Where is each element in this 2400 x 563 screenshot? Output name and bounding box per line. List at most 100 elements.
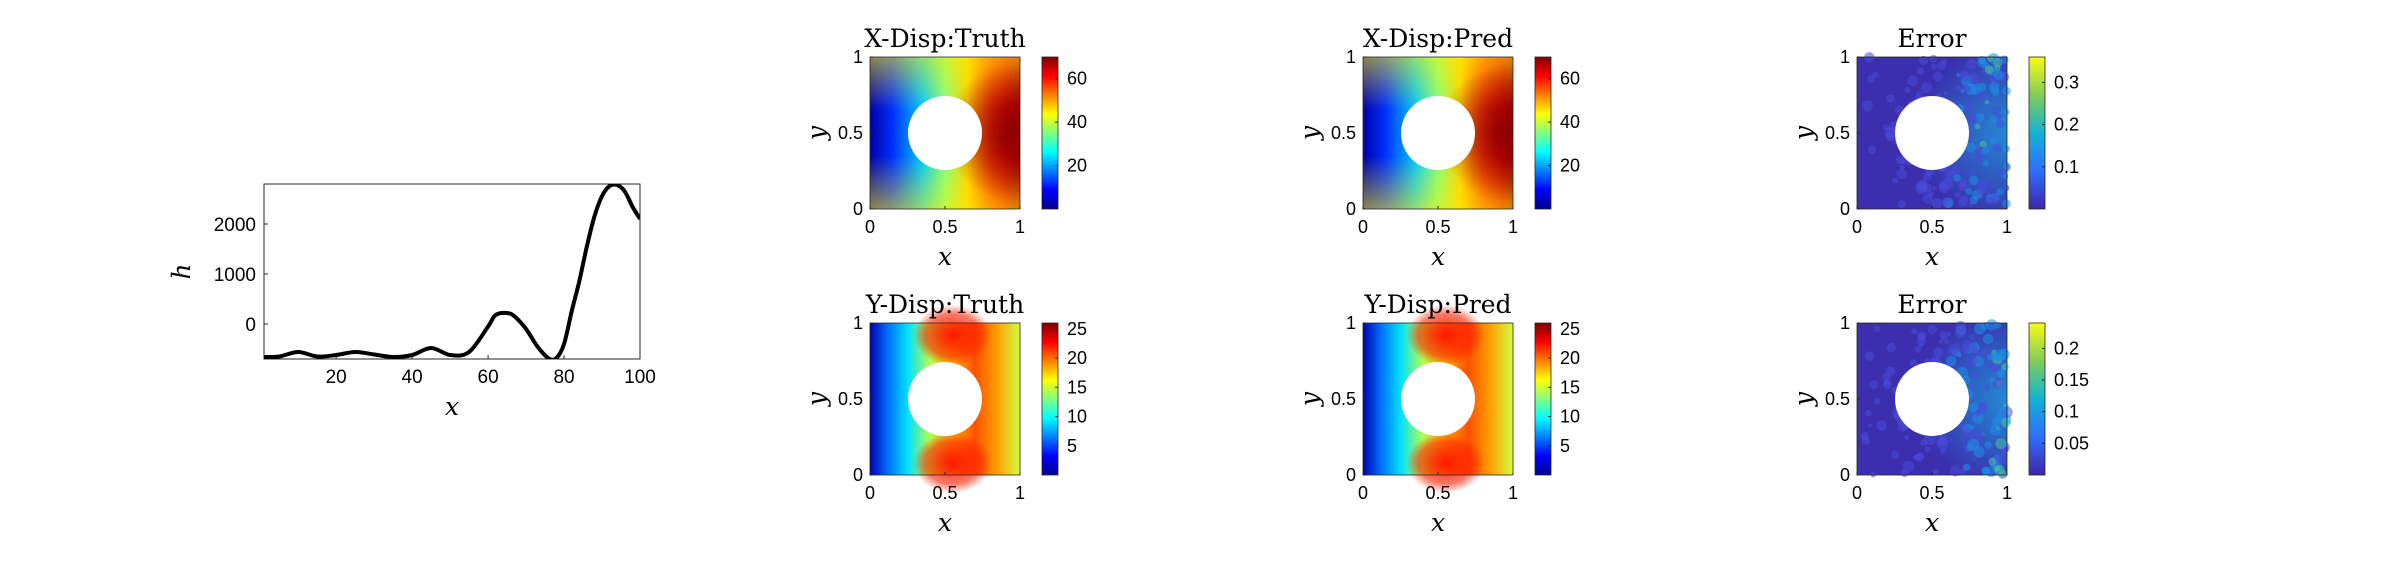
x-tick-label: 60 <box>478 367 499 388</box>
field-speckle <box>1896 155 1906 165</box>
field-speckle <box>1965 142 1976 153</box>
colorbar-tick-label: 60 <box>1067 69 1087 89</box>
x-tick-label: 0 <box>865 217 875 237</box>
series-line <box>264 184 640 359</box>
field-speckle <box>1965 113 1978 126</box>
field-speckle <box>1970 425 1975 430</box>
hole <box>1895 362 1969 436</box>
heatmap-panel: X-Disp:Pred 0 0.5 1 0 0.5 1 x y 20 40 60 <box>1295 24 1580 271</box>
field-speckle <box>1996 168 2005 177</box>
colorbar-tick-label: 40 <box>1560 112 1580 132</box>
field-speckle <box>1996 413 2004 421</box>
field-speckle <box>1907 75 1919 87</box>
x-tick-label: 0 <box>1852 483 1862 503</box>
field-speckle <box>1949 438 1954 443</box>
field-speckle <box>1920 439 1928 447</box>
field-speckle <box>1940 447 1947 454</box>
colorbar-tick-label: 20 <box>1560 348 1580 368</box>
field-speckle <box>1940 437 1949 446</box>
field-speckle <box>1932 186 1937 191</box>
colorbar-tick-label: 10 <box>1560 407 1580 427</box>
x-tick-label: 0.5 <box>932 217 957 237</box>
field-speckle <box>1865 409 1872 417</box>
field-speckle <box>1867 75 1875 83</box>
field-speckle <box>2002 173 2009 180</box>
field-speckle <box>1928 191 1934 197</box>
y-tick-label: 1 <box>1346 313 1356 333</box>
y-tick-label: 0 <box>853 199 863 219</box>
field-speckle <box>1996 188 2004 196</box>
field-speckle <box>1992 143 2002 153</box>
field-lobe-top <box>913 304 992 366</box>
field-speckle <box>1974 348 1980 355</box>
field-speckle <box>1943 338 1950 345</box>
field-speckle <box>1987 354 1994 361</box>
colorbar-tick-label: 0.15 <box>2054 370 2089 390</box>
hole <box>1401 96 1475 170</box>
y-tick-label: 1 <box>1840 313 1850 333</box>
field-speckle <box>1886 94 1895 103</box>
field-speckle <box>1904 435 1909 440</box>
colorbar-tick-label: 20 <box>1560 156 1580 176</box>
y-axis-label: y <box>1789 391 1818 407</box>
field-speckle <box>1991 106 2001 115</box>
field-speckle <box>1992 57 2003 68</box>
y-tick-label: 0.5 <box>1331 123 1356 143</box>
field-speckle <box>1983 384 1991 392</box>
field-speckle <box>1988 457 1997 466</box>
field-speckle <box>1968 170 1974 176</box>
field-speckle <box>1920 82 1933 94</box>
x-axis-label: x <box>445 392 459 421</box>
x-tick-label: 40 <box>402 367 423 388</box>
x-axis-label: x <box>938 242 952 271</box>
heatmap-panel: Error 0 0.5 1 0 0.5 1 x y 0.05 0.1 0.15 0.2 <box>1789 290 2089 537</box>
field-speckle <box>1995 438 2007 450</box>
field-speckle <box>1862 436 1871 445</box>
field-speckle <box>1999 406 2008 416</box>
y-tick-label: 1 <box>853 47 863 67</box>
field-speckle <box>1867 145 1877 155</box>
y-tick-label: 1 <box>853 313 863 333</box>
field-speckle <box>1939 184 1949 194</box>
field-speckle <box>1929 54 1938 63</box>
x-axis-label: x <box>938 508 952 537</box>
field-speckle <box>2001 417 2012 428</box>
field-speckle <box>1981 147 1989 155</box>
field-speckle <box>1896 168 1908 180</box>
x-tick-label: 1 <box>1508 217 1518 237</box>
field-speckle <box>1976 91 1985 100</box>
x-tick-label: 0 <box>1852 217 1862 237</box>
colorbar <box>2028 322 2046 476</box>
colorbar-tick-label: 10 <box>1067 407 1087 427</box>
field-speckle <box>1969 175 1979 186</box>
field-speckle <box>1938 339 1944 344</box>
x-tick-label: 0 <box>865 483 875 503</box>
field-speckle <box>1991 363 2001 373</box>
x-tick-label: 0 <box>1358 483 1368 503</box>
field-speckle <box>1916 336 1927 347</box>
field-speckle <box>1904 86 1911 94</box>
colorbar-tick-label: 5 <box>1067 436 1077 456</box>
colorbar-tick-label: 0.1 <box>2054 402 2079 422</box>
x-tick-label: 0.5 <box>1425 483 1450 503</box>
y-tick-label: 1 <box>1346 47 1356 67</box>
field-speckle <box>1946 331 1952 337</box>
field-speckle <box>1971 457 1976 462</box>
x-tick-label: 20 <box>326 367 347 388</box>
field-speckle <box>1993 464 2001 472</box>
x-tick-label: 0.5 <box>1919 217 1944 237</box>
field-speckle <box>1965 187 1973 195</box>
field-speckle <box>1972 412 1984 424</box>
y-axis-label: y <box>1295 391 1324 407</box>
x-axis-label: x <box>1925 508 1939 537</box>
field-speckle <box>1984 100 1990 105</box>
field-speckle <box>1940 58 1948 66</box>
y-axis-label: h <box>167 263 196 279</box>
field-speckle <box>1862 100 1873 112</box>
colorbar-tick-label: 20 <box>1067 156 1087 176</box>
hole <box>908 362 982 436</box>
colorbar-tick-label: 15 <box>1067 377 1087 397</box>
field-speckle <box>1973 372 1981 380</box>
panel-title: Error <box>1897 290 1966 319</box>
